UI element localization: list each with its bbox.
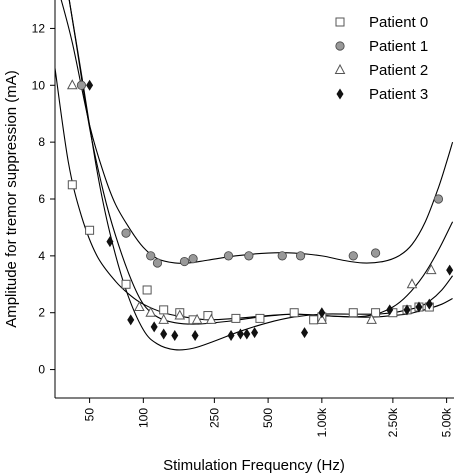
data-point-series-2: [366, 313, 377, 324]
fit-curve-series-0: [55, 68, 453, 321]
x-tick-label: 250: [207, 408, 221, 428]
fit-curve-series-2: [68, 0, 454, 325]
data-point-series-1: [295, 251, 306, 261]
x-tick-label: 100: [136, 408, 150, 428]
data-point-series-2: [158, 313, 170, 324]
data-point-series-1: [188, 254, 198, 264]
x-tick-label: 5.00k: [440, 407, 454, 437]
data-point-series-0: [159, 305, 169, 315]
legend-label-series-0: Patient 0: [369, 14, 428, 31]
data-point-series-0: [255, 313, 265, 323]
data-point-series-2: [174, 309, 186, 320]
data-point-series-3: [301, 327, 309, 339]
data-point-series-0: [142, 285, 152, 295]
y-tick-label: 12: [32, 21, 46, 35]
data-point-series-2: [134, 300, 145, 312]
data-point-series-3: [150, 321, 158, 333]
y-tick-label: 0: [38, 363, 45, 377]
data-point-series-3: [86, 79, 94, 91]
data-point-series-0: [371, 308, 381, 318]
data-point-series-3: [243, 328, 251, 340]
y-tick-label: 4: [38, 249, 45, 263]
y-tick-label: 10: [32, 78, 46, 92]
fit-curve-series-3: [68, 0, 454, 351]
data-points: [66, 79, 454, 341]
y-tick-label: 2: [38, 306, 45, 320]
data-point-series-3: [446, 264, 454, 276]
legend-label-series-2: Patient 2: [369, 62, 428, 79]
data-point-series-2: [425, 264, 437, 275]
data-point-series-0: [309, 315, 319, 325]
x-tick-label: 500: [261, 408, 275, 428]
data-point-series-1: [152, 258, 163, 268]
legend-marker-series-0: [335, 17, 345, 27]
legend: Patient 0 Patient 1 Patient 2 Patient 3: [334, 14, 428, 103]
data-point-series-1: [76, 80, 87, 90]
data-point-series-3: [415, 301, 423, 313]
data-point-series-1: [223, 251, 234, 261]
plot-area: [54, 0, 454, 399]
legend-label-series-3: Patient 3: [369, 86, 428, 103]
data-point-series-2: [145, 306, 157, 317]
data-point-series-3: [227, 329, 235, 341]
data-point-series-1: [121, 228, 131, 238]
data-point-series-3: [171, 329, 179, 341]
y-tick-label: 6: [38, 192, 45, 206]
data-point-series-3: [251, 327, 259, 339]
fit-curves: [55, 0, 454, 351]
data-point-series-3: [403, 304, 411, 316]
data-point-series-3: [236, 328, 244, 340]
data-point-series-0: [121, 279, 131, 289]
data-point-series-0: [231, 313, 241, 323]
data-point-series-2: [66, 79, 78, 90]
data-point-series-3: [106, 236, 114, 248]
data-point-series-1: [244, 251, 254, 261]
data-point-series-2: [316, 313, 328, 324]
data-point-series-3: [386, 304, 394, 316]
legend-marker-series-2: [334, 63, 346, 74]
data-point-series-1: [433, 194, 444, 204]
data-point-series-1: [277, 251, 287, 261]
data-point-series-2: [205, 313, 217, 324]
data-point-series-0: [67, 180, 77, 190]
legend-marker-series-1: [335, 41, 345, 51]
x-ticks: 50 100 250 500 1.00k 2.50k 5.00k: [83, 398, 454, 437]
legend-marker-series-3: [336, 88, 344, 100]
data-point-series-3: [318, 307, 326, 319]
data-point-series-3: [127, 314, 135, 326]
x-axis-title: Stimulation Frequency (Hz): [163, 457, 345, 474]
x-tick-label: 1.00k: [315, 407, 329, 437]
data-point-series-1: [179, 256, 190, 267]
y-ticks: 0 2 4 6 8 10 12: [32, 21, 55, 377]
data-point-series-1: [146, 251, 156, 261]
data-point-series-0: [348, 308, 358, 318]
data-point-series-0: [289, 308, 299, 318]
data-point-series-3: [425, 298, 433, 310]
y-tick-label: 8: [38, 135, 45, 149]
x-tick-label: 2.50k: [386, 407, 400, 437]
legend-label-series-1: Patient 1: [369, 38, 428, 55]
data-point-series-2: [191, 313, 203, 324]
data-point-series-3: [191, 329, 199, 341]
y-axis-title: Amplitude for tremor suppression (mA): [3, 70, 20, 328]
data-point-series-0: [85, 225, 95, 235]
x-tick-label: 50: [83, 408, 97, 422]
data-point-series-2: [406, 278, 418, 289]
data-point-series-3: [160, 328, 168, 340]
data-point-series-1: [370, 248, 381, 258]
data-point-series-1: [348, 251, 358, 261]
